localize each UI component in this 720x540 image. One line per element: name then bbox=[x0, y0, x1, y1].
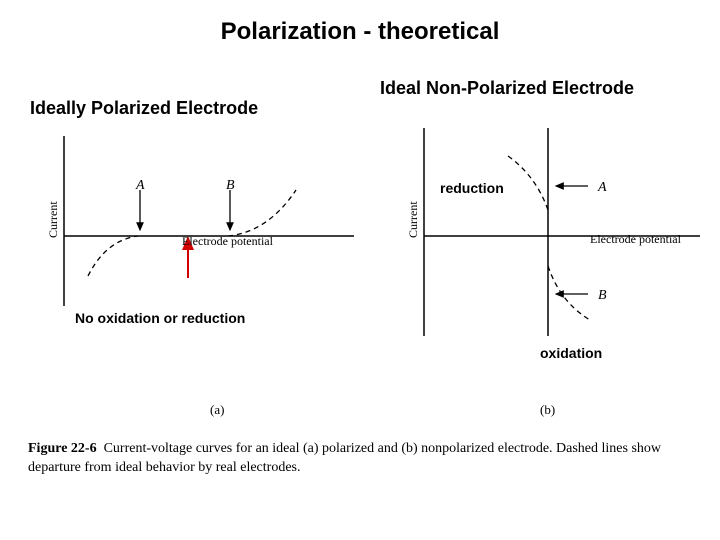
label-a-right: A bbox=[598, 180, 607, 196]
label-reduction: reduction bbox=[440, 180, 504, 196]
label-oxidation: oxidation bbox=[540, 345, 602, 361]
label-panel-b: (b) bbox=[540, 402, 555, 418]
caption-prefix: Figure 22-6 bbox=[28, 441, 97, 456]
label-b-left: B bbox=[226, 178, 235, 194]
label-no-redox: No oxidation or reduction bbox=[75, 310, 245, 326]
chart-left bbox=[58, 120, 358, 380]
subtitle-right: Ideal Non-Polarized Electrode bbox=[380, 78, 634, 99]
page-title: Polarization - theoretical bbox=[0, 18, 720, 46]
figure-caption: Figure 22-6 Current-voltage curves for a… bbox=[28, 440, 688, 478]
label-current-left: Current bbox=[46, 201, 61, 238]
label-panel-a: (a) bbox=[210, 402, 224, 418]
chart-right bbox=[418, 120, 708, 380]
page-title-text: Polarization - theoretical bbox=[221, 18, 500, 45]
label-b-right: B bbox=[598, 288, 607, 304]
label-current-right: Current bbox=[406, 201, 421, 238]
subtitle-left: Ideally Polarized Electrode bbox=[30, 98, 258, 119]
label-a-left: A bbox=[136, 178, 145, 194]
caption-text: Current-voltage curves for an ideal (a) … bbox=[28, 441, 661, 475]
subtitle-left-text: Ideally Polarized Electrode bbox=[30, 98, 258, 118]
label-ep-left: Electrode potential bbox=[182, 234, 273, 249]
label-ep-right: Electrode potential bbox=[590, 232, 681, 247]
subtitle-right-text: Ideal Non-Polarized Electrode bbox=[380, 78, 634, 98]
